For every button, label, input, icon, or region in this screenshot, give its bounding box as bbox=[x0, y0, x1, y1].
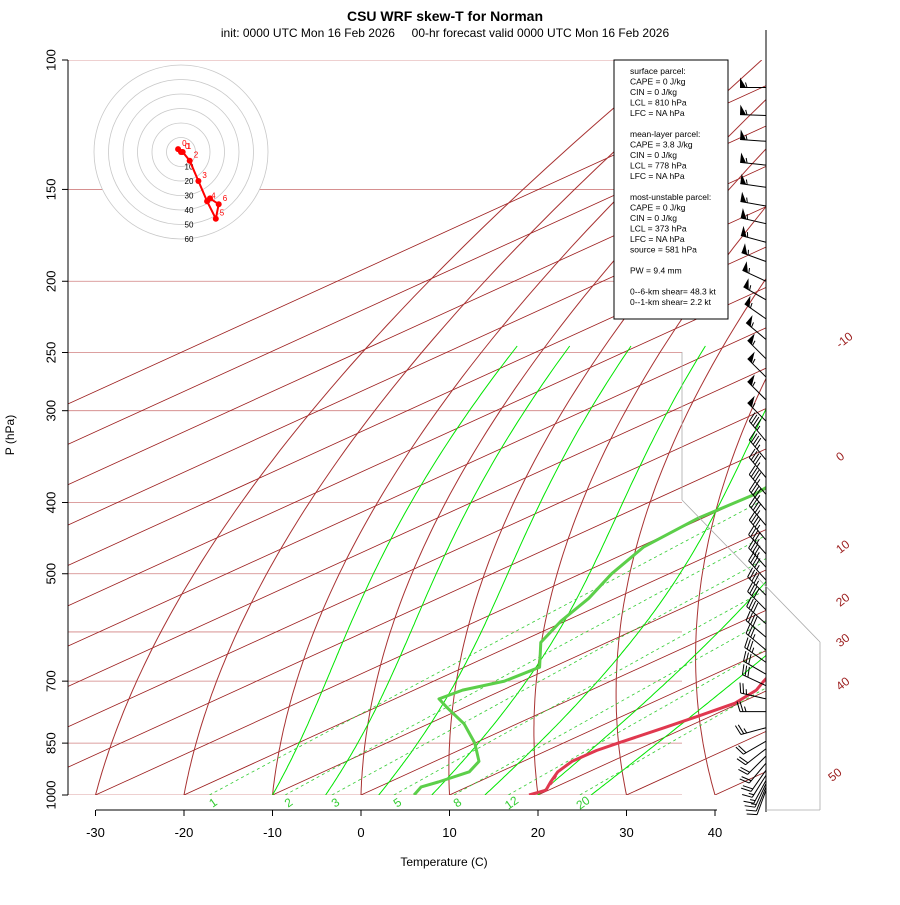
info-box-line: CAPE = 0 J/kg bbox=[630, 203, 686, 213]
y-axis-label: P (hPa) bbox=[3, 415, 17, 455]
y-tick-label: 400 bbox=[43, 492, 58, 514]
x-tick-label: -30 bbox=[86, 825, 105, 840]
x-tick-label: 0 bbox=[357, 825, 364, 840]
y-tick-label: 700 bbox=[43, 670, 58, 692]
hodograph-point-label: 2 bbox=[194, 151, 199, 160]
y-tick-label: 850 bbox=[43, 732, 58, 754]
hodograph-ring-label: 40 bbox=[185, 206, 194, 215]
x-axis-label: Temperature (C) bbox=[400, 855, 487, 869]
info-box-line: PW = 9.4 mm bbox=[630, 266, 682, 276]
hodograph-point bbox=[216, 201, 222, 207]
barb-half bbox=[747, 198, 748, 203]
info-box-line: surface parcel: bbox=[630, 66, 686, 76]
hodograph-point-label: 5 bbox=[220, 209, 225, 218]
y-tick-label: 200 bbox=[43, 270, 58, 292]
info-box-line: LFC = NA hPa bbox=[630, 171, 685, 181]
hodograph-ring-label: 30 bbox=[185, 192, 194, 201]
info-box-line: CAPE = 0 J/kg bbox=[630, 77, 686, 87]
info-box-line: CAPE = 3.8 J/kg bbox=[630, 140, 693, 150]
info-box-line: LCL = 373 hPa bbox=[630, 224, 687, 234]
y-tick-label: 250 bbox=[43, 342, 58, 364]
info-box-line: CIN = 0 J/kg bbox=[630, 150, 677, 160]
barb-full bbox=[743, 683, 744, 693]
info-box-line: LCL = 810 hPa bbox=[630, 98, 687, 108]
info-box-line: LFC = NA hPa bbox=[630, 234, 685, 244]
info-box-line: most-unstable parcel: bbox=[630, 192, 711, 202]
y-tick-label: 1000 bbox=[43, 781, 58, 810]
x-tick-label: 30 bbox=[619, 825, 633, 840]
hodograph-point-label: 6 bbox=[223, 194, 228, 203]
x-tick-label: -10 bbox=[263, 825, 282, 840]
hodograph-point bbox=[213, 216, 219, 222]
hodograph-point bbox=[195, 178, 201, 184]
info-box-line: LFC = NA hPa bbox=[630, 108, 685, 118]
barb-full bbox=[740, 683, 741, 693]
hodograph-point bbox=[207, 195, 213, 201]
info-box-line: source = 581 hPa bbox=[630, 245, 697, 255]
hodograph-point-label: 1 bbox=[187, 142, 192, 151]
chart-title: CSU WRF skew-T for Norman bbox=[347, 8, 543, 24]
y-tick-label: 100 bbox=[43, 49, 58, 71]
info-box-line: CIN = 0 J/kg bbox=[630, 87, 677, 97]
info-box-line: LCL = 778 hPa bbox=[630, 161, 687, 171]
y-tick-label: 300 bbox=[43, 400, 58, 422]
y-tick-label: 150 bbox=[43, 179, 58, 201]
x-tick-label: 10 bbox=[442, 825, 456, 840]
y-tick-label: 500 bbox=[43, 563, 58, 585]
hodograph-ring-label: 50 bbox=[185, 221, 194, 230]
x-tick-label: -20 bbox=[175, 825, 194, 840]
hodograph-ring-label: 60 bbox=[185, 235, 194, 244]
hodograph-point-label: 3 bbox=[202, 171, 207, 180]
info-box-line: CIN = 0 J/kg bbox=[630, 213, 677, 223]
x-tick-label: 40 bbox=[708, 825, 722, 840]
barb-full bbox=[747, 814, 757, 815]
hodograph-point bbox=[180, 149, 186, 155]
chart-subtitle: init: 0000 UTC Mon 16 Feb 2026 00-hr for… bbox=[221, 26, 670, 40]
info-box-line: 0--1-km shear= 2.2 kt bbox=[630, 297, 712, 307]
x-tick-label: 20 bbox=[531, 825, 545, 840]
hodograph-ring-label: 20 bbox=[185, 177, 194, 186]
info-box-line: 0--6-km shear= 48.3 kt bbox=[630, 287, 716, 297]
hodograph-point bbox=[187, 158, 193, 164]
info-box-line: mean-layer parcel: bbox=[630, 129, 700, 139]
